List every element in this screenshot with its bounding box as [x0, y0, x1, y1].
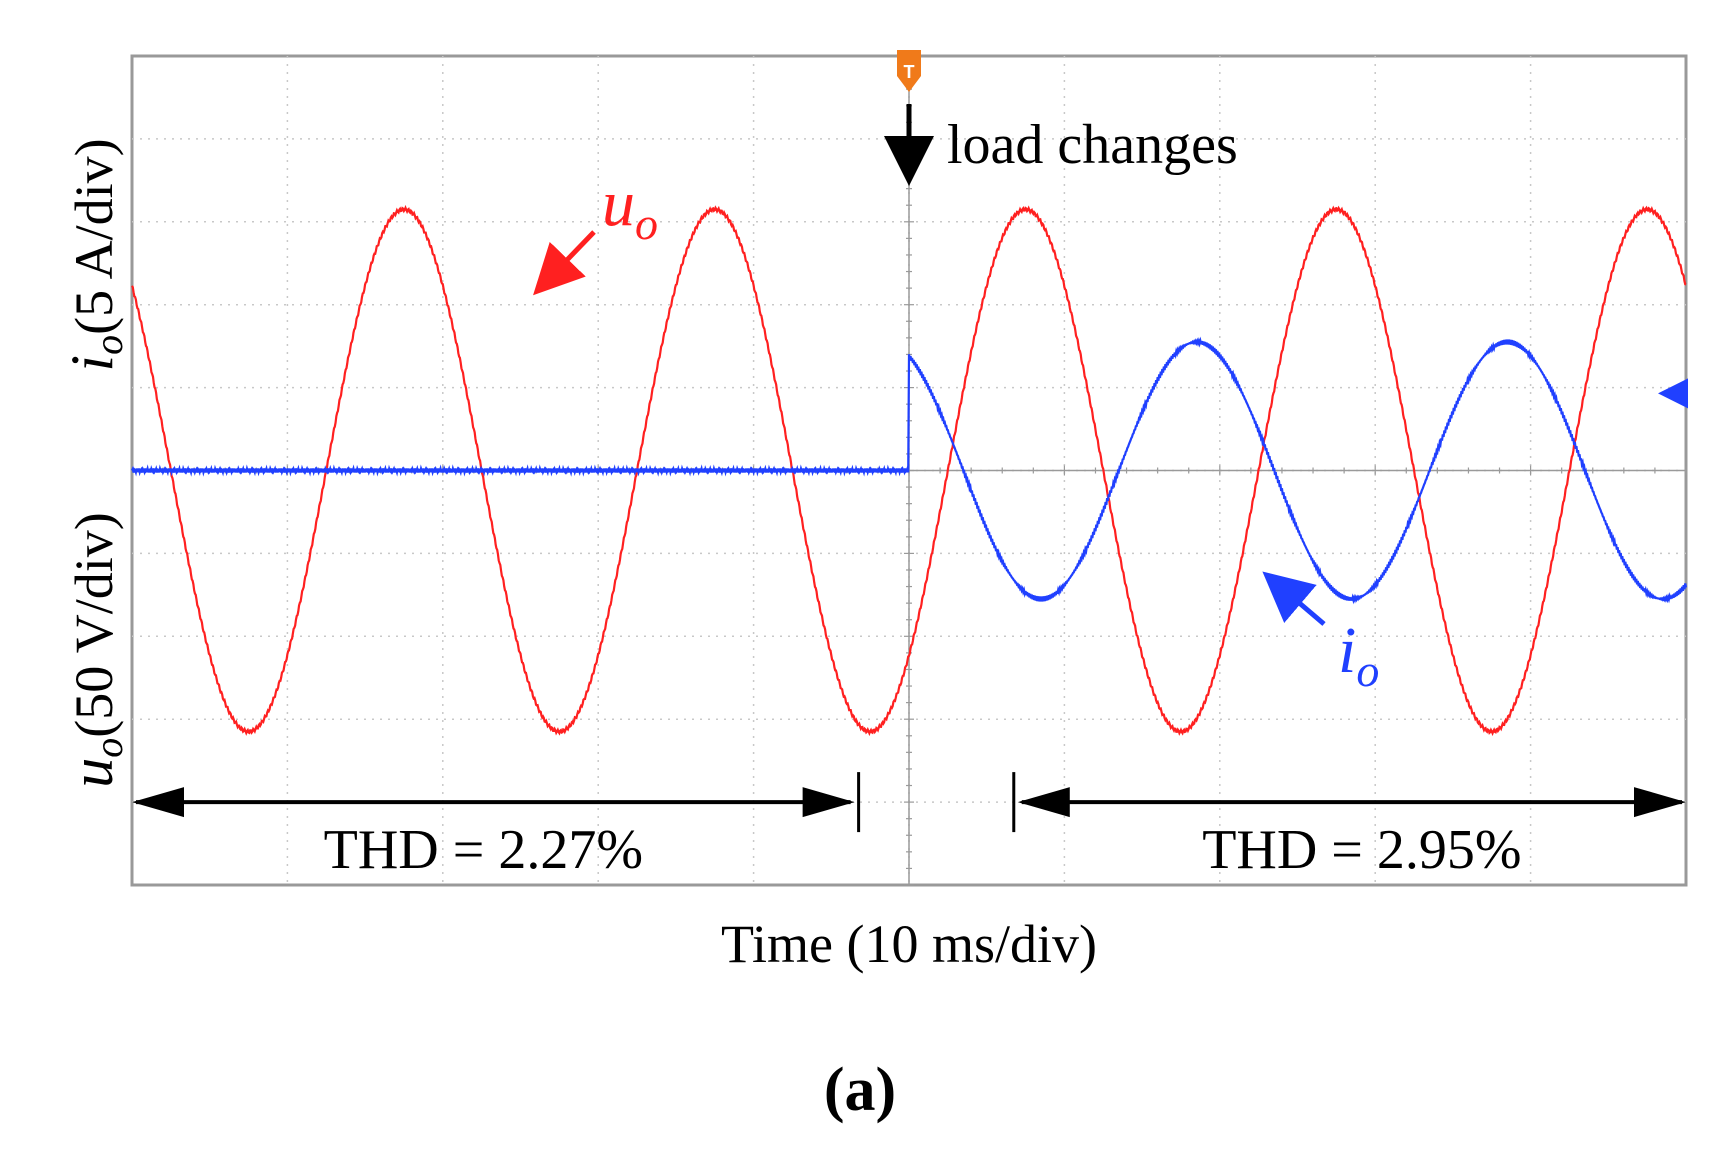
series-arrow-i_o [1262, 571, 1326, 626]
series-arrow-u_o [533, 230, 596, 296]
ylabel-current: io(5 A/div) [59, 138, 131, 371]
thd-span-1: THD = 2.27% [132, 772, 861, 881]
xlabel: Time (10 ms/div) [721, 914, 1097, 974]
trigger-marker-label: T [904, 62, 915, 82]
thd-arrowhead-right [802, 787, 855, 818]
thd-arrowhead-right [1634, 787, 1686, 818]
ylabel-current-subscript: o [86, 335, 131, 355]
trigger-marker: T [897, 50, 921, 92]
thd-label: THD = 2.95% [1202, 819, 1521, 881]
series-label-i_o: io [1338, 614, 1379, 696]
thd-label: THD = 2.27% [324, 819, 643, 881]
series-label-u_o: uo [602, 167, 658, 249]
ylabel-current-scale: (5 A/div) [64, 138, 124, 335]
series-i_o [131, 336, 1688, 605]
thd-span-2: THD = 2.95% [1012, 772, 1686, 881]
series-label-i_o-symbol: i [1338, 614, 1356, 687]
series-label-i_o-subscript: o [1356, 645, 1379, 696]
series-label-u_o-subscript: o [635, 198, 658, 249]
ylabel-voltage-scale: (50 V/div) [64, 512, 124, 738]
panel-label: (a) [824, 1056, 896, 1124]
thd-arrowhead-left [1017, 787, 1070, 818]
ylabel-voltage: uo(50 V/div) [59, 512, 131, 788]
series-u_o [131, 204, 1687, 737]
series-label-u_o-symbol: u [602, 167, 635, 240]
ylabel-current-symbol: i [59, 355, 125, 372]
load-change-label: load changes [947, 114, 1238, 176]
trigger-marker-shape [897, 50, 921, 92]
thd-arrowhead-left [132, 787, 184, 818]
ylabel-voltage-symbol: u [59, 758, 125, 788]
traces [131, 204, 1688, 737]
ylabel-voltage-subscript: o [86, 738, 131, 758]
